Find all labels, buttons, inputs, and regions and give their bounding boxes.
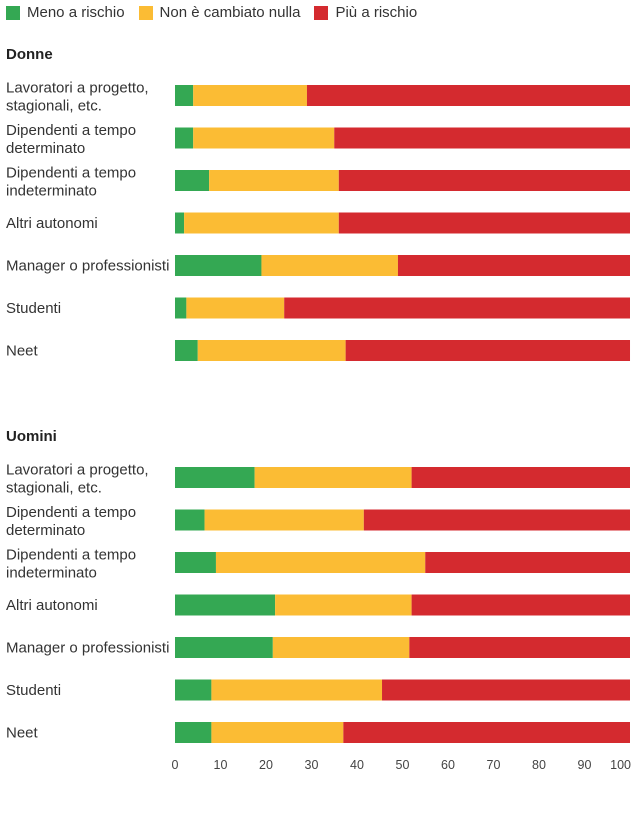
bar-segment bbox=[215, 552, 426, 573]
x-tick-label: 60 bbox=[441, 758, 455, 772]
x-tick-label: 10 bbox=[214, 758, 228, 772]
bar-segment bbox=[409, 637, 630, 658]
category-label: Manager o professionisti bbox=[6, 258, 169, 275]
bar-segment bbox=[197, 340, 346, 361]
bar-segment bbox=[193, 85, 307, 106]
bar-segment bbox=[175, 509, 205, 531]
category-label: Altri autonomi bbox=[6, 215, 98, 232]
x-tick-label: 80 bbox=[532, 758, 546, 772]
bar-segment bbox=[175, 637, 273, 658]
bar-segment bbox=[254, 467, 412, 488]
bar-segment bbox=[363, 509, 630, 531]
bar-segment bbox=[175, 297, 187, 319]
bar-segment bbox=[382, 679, 630, 701]
bar-segment bbox=[209, 170, 339, 191]
bar-segment bbox=[175, 467, 255, 488]
bar-segment bbox=[338, 212, 630, 234]
category-label: Neet bbox=[6, 343, 39, 360]
bar-segment bbox=[345, 340, 631, 361]
x-tick-label: 30 bbox=[305, 758, 319, 772]
category-label: Lavoratori a progetto, bbox=[6, 80, 149, 97]
category-label: Altri autonomi bbox=[6, 597, 98, 614]
x-tick-label: 70 bbox=[487, 758, 501, 772]
x-tick-label: 100 bbox=[610, 758, 631, 772]
bar-segment bbox=[425, 552, 630, 573]
bar-segment bbox=[175, 594, 276, 616]
bar-segment bbox=[204, 509, 364, 531]
bar-segment bbox=[338, 170, 630, 191]
category-label: stagionali, etc. bbox=[6, 98, 102, 115]
legend-swatch-yellow bbox=[138, 5, 153, 20]
x-tick-label: 0 bbox=[172, 758, 179, 772]
bar-segment bbox=[261, 255, 398, 276]
x-tick-label: 90 bbox=[578, 758, 592, 772]
bar-segment bbox=[343, 722, 630, 743]
category-label: Neet bbox=[6, 725, 39, 742]
bar-segment bbox=[175, 722, 212, 743]
legend-item-non-cambiato[interactable]: Non è cambiato nulla bbox=[138, 4, 301, 21]
group-title: Uomini bbox=[6, 428, 57, 445]
bar-segment bbox=[211, 679, 383, 701]
bar-segment bbox=[175, 127, 194, 149]
bar-segment bbox=[275, 594, 412, 616]
x-tick-label: 40 bbox=[350, 758, 364, 772]
legend-swatch-green bbox=[6, 5, 20, 20]
bar-segment bbox=[334, 127, 630, 149]
bar-segment bbox=[211, 722, 344, 743]
bar-segment bbox=[175, 85, 194, 106]
x-tick-label: 50 bbox=[396, 758, 410, 772]
category-label: Studenti bbox=[6, 682, 61, 699]
bar-segment bbox=[411, 467, 630, 488]
legend-label: Non è cambiato nulla bbox=[159, 4, 301, 21]
bar-segment bbox=[397, 255, 630, 276]
category-label: Studenti bbox=[6, 300, 61, 317]
legend-swatch-red bbox=[314, 5, 329, 20]
category-label: determinato bbox=[6, 140, 85, 157]
bar-segment bbox=[175, 679, 212, 701]
category-label: Manager o professionisti bbox=[6, 640, 169, 657]
bar-segment bbox=[175, 170, 210, 191]
legend: Meno a rischio Non è cambiato nulla Più … bbox=[6, 4, 431, 21]
bar-segment bbox=[184, 212, 339, 234]
bar-segment bbox=[175, 552, 216, 573]
bar-segment bbox=[193, 127, 335, 149]
bar-segment bbox=[272, 637, 410, 658]
legend-item-piu[interactable]: Più a rischio bbox=[314, 4, 417, 21]
x-tick-label: 20 bbox=[259, 758, 273, 772]
category-label: indeterminato bbox=[6, 565, 97, 582]
bar-segment bbox=[411, 594, 630, 616]
bar-segment bbox=[175, 340, 198, 361]
group-title: Donne bbox=[6, 46, 53, 63]
bar-segment bbox=[284, 297, 630, 319]
bar-segment bbox=[186, 297, 285, 319]
category-label: Dipendenti a tempo bbox=[6, 547, 136, 564]
bar-segment bbox=[175, 255, 262, 276]
category-label: Dipendenti a tempo bbox=[6, 122, 136, 139]
category-label: Dipendenti a tempo bbox=[6, 504, 136, 521]
category-label: determinato bbox=[6, 522, 85, 539]
category-label: Lavoratori a progetto, bbox=[6, 462, 149, 479]
legend-label: Più a rischio bbox=[335, 4, 418, 21]
bar-segment bbox=[306, 85, 630, 106]
category-label: Dipendenti a tempo bbox=[6, 165, 136, 182]
category-label: indeterminato bbox=[6, 183, 97, 200]
bar-segment bbox=[175, 212, 185, 234]
legend-label: Meno a rischio bbox=[27, 4, 125, 21]
category-label: stagionali, etc. bbox=[6, 480, 102, 497]
legend-item-meno[interactable]: Meno a rischio bbox=[6, 4, 125, 21]
